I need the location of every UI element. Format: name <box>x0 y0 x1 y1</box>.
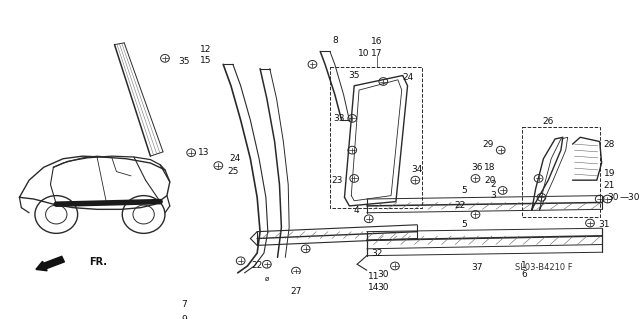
Text: 2: 2 <box>490 180 496 189</box>
Text: 14: 14 <box>368 283 380 292</box>
Text: 29: 29 <box>483 140 494 149</box>
FancyArrow shape <box>36 256 65 271</box>
Text: 34: 34 <box>412 165 423 174</box>
Text: 8: 8 <box>332 36 338 45</box>
Text: 30: 30 <box>378 270 389 279</box>
Text: 15: 15 <box>200 56 211 64</box>
Text: 24: 24 <box>229 154 241 163</box>
Text: 37: 37 <box>472 263 483 272</box>
Text: 28: 28 <box>604 140 615 149</box>
Text: 25: 25 <box>227 167 239 176</box>
Text: 19: 19 <box>604 169 615 178</box>
Text: 12: 12 <box>200 45 211 54</box>
Text: 17: 17 <box>371 49 382 58</box>
Text: 13: 13 <box>198 148 209 157</box>
Text: 5: 5 <box>461 220 467 229</box>
Bar <box>522 127 600 217</box>
Text: 3: 3 <box>490 191 496 200</box>
Text: 26: 26 <box>543 117 554 126</box>
Bar <box>330 67 422 209</box>
Text: 18: 18 <box>484 163 496 172</box>
Text: 24: 24 <box>402 73 413 82</box>
Text: 27: 27 <box>291 287 301 296</box>
Text: 22: 22 <box>252 262 263 271</box>
Text: 5: 5 <box>461 186 467 195</box>
Text: 16: 16 <box>371 37 382 46</box>
Text: 11: 11 <box>368 272 380 281</box>
Text: SL03-B4210 F: SL03-B4210 F <box>515 263 572 272</box>
Text: 6: 6 <box>521 270 527 279</box>
Text: 33: 33 <box>333 114 344 123</box>
Text: 20: 20 <box>484 176 496 185</box>
Text: 30: 30 <box>378 283 389 292</box>
Text: 31: 31 <box>598 220 609 229</box>
Text: —30: —30 <box>619 193 639 202</box>
Text: 21: 21 <box>604 181 615 190</box>
Text: 7: 7 <box>182 300 188 309</box>
Text: 1: 1 <box>521 262 527 271</box>
Text: 23: 23 <box>331 176 342 185</box>
Text: 35: 35 <box>179 57 190 66</box>
Text: FR.: FR. <box>89 257 108 267</box>
Text: 36: 36 <box>472 163 483 172</box>
Text: 4: 4 <box>353 206 359 215</box>
Text: ø: ø <box>265 276 269 282</box>
Text: 30: 30 <box>607 193 619 202</box>
Text: 22: 22 <box>454 201 466 211</box>
Text: 10: 10 <box>358 49 370 58</box>
Text: 9: 9 <box>182 315 188 319</box>
Text: 35: 35 <box>348 71 360 80</box>
Text: 32: 32 <box>371 249 382 258</box>
